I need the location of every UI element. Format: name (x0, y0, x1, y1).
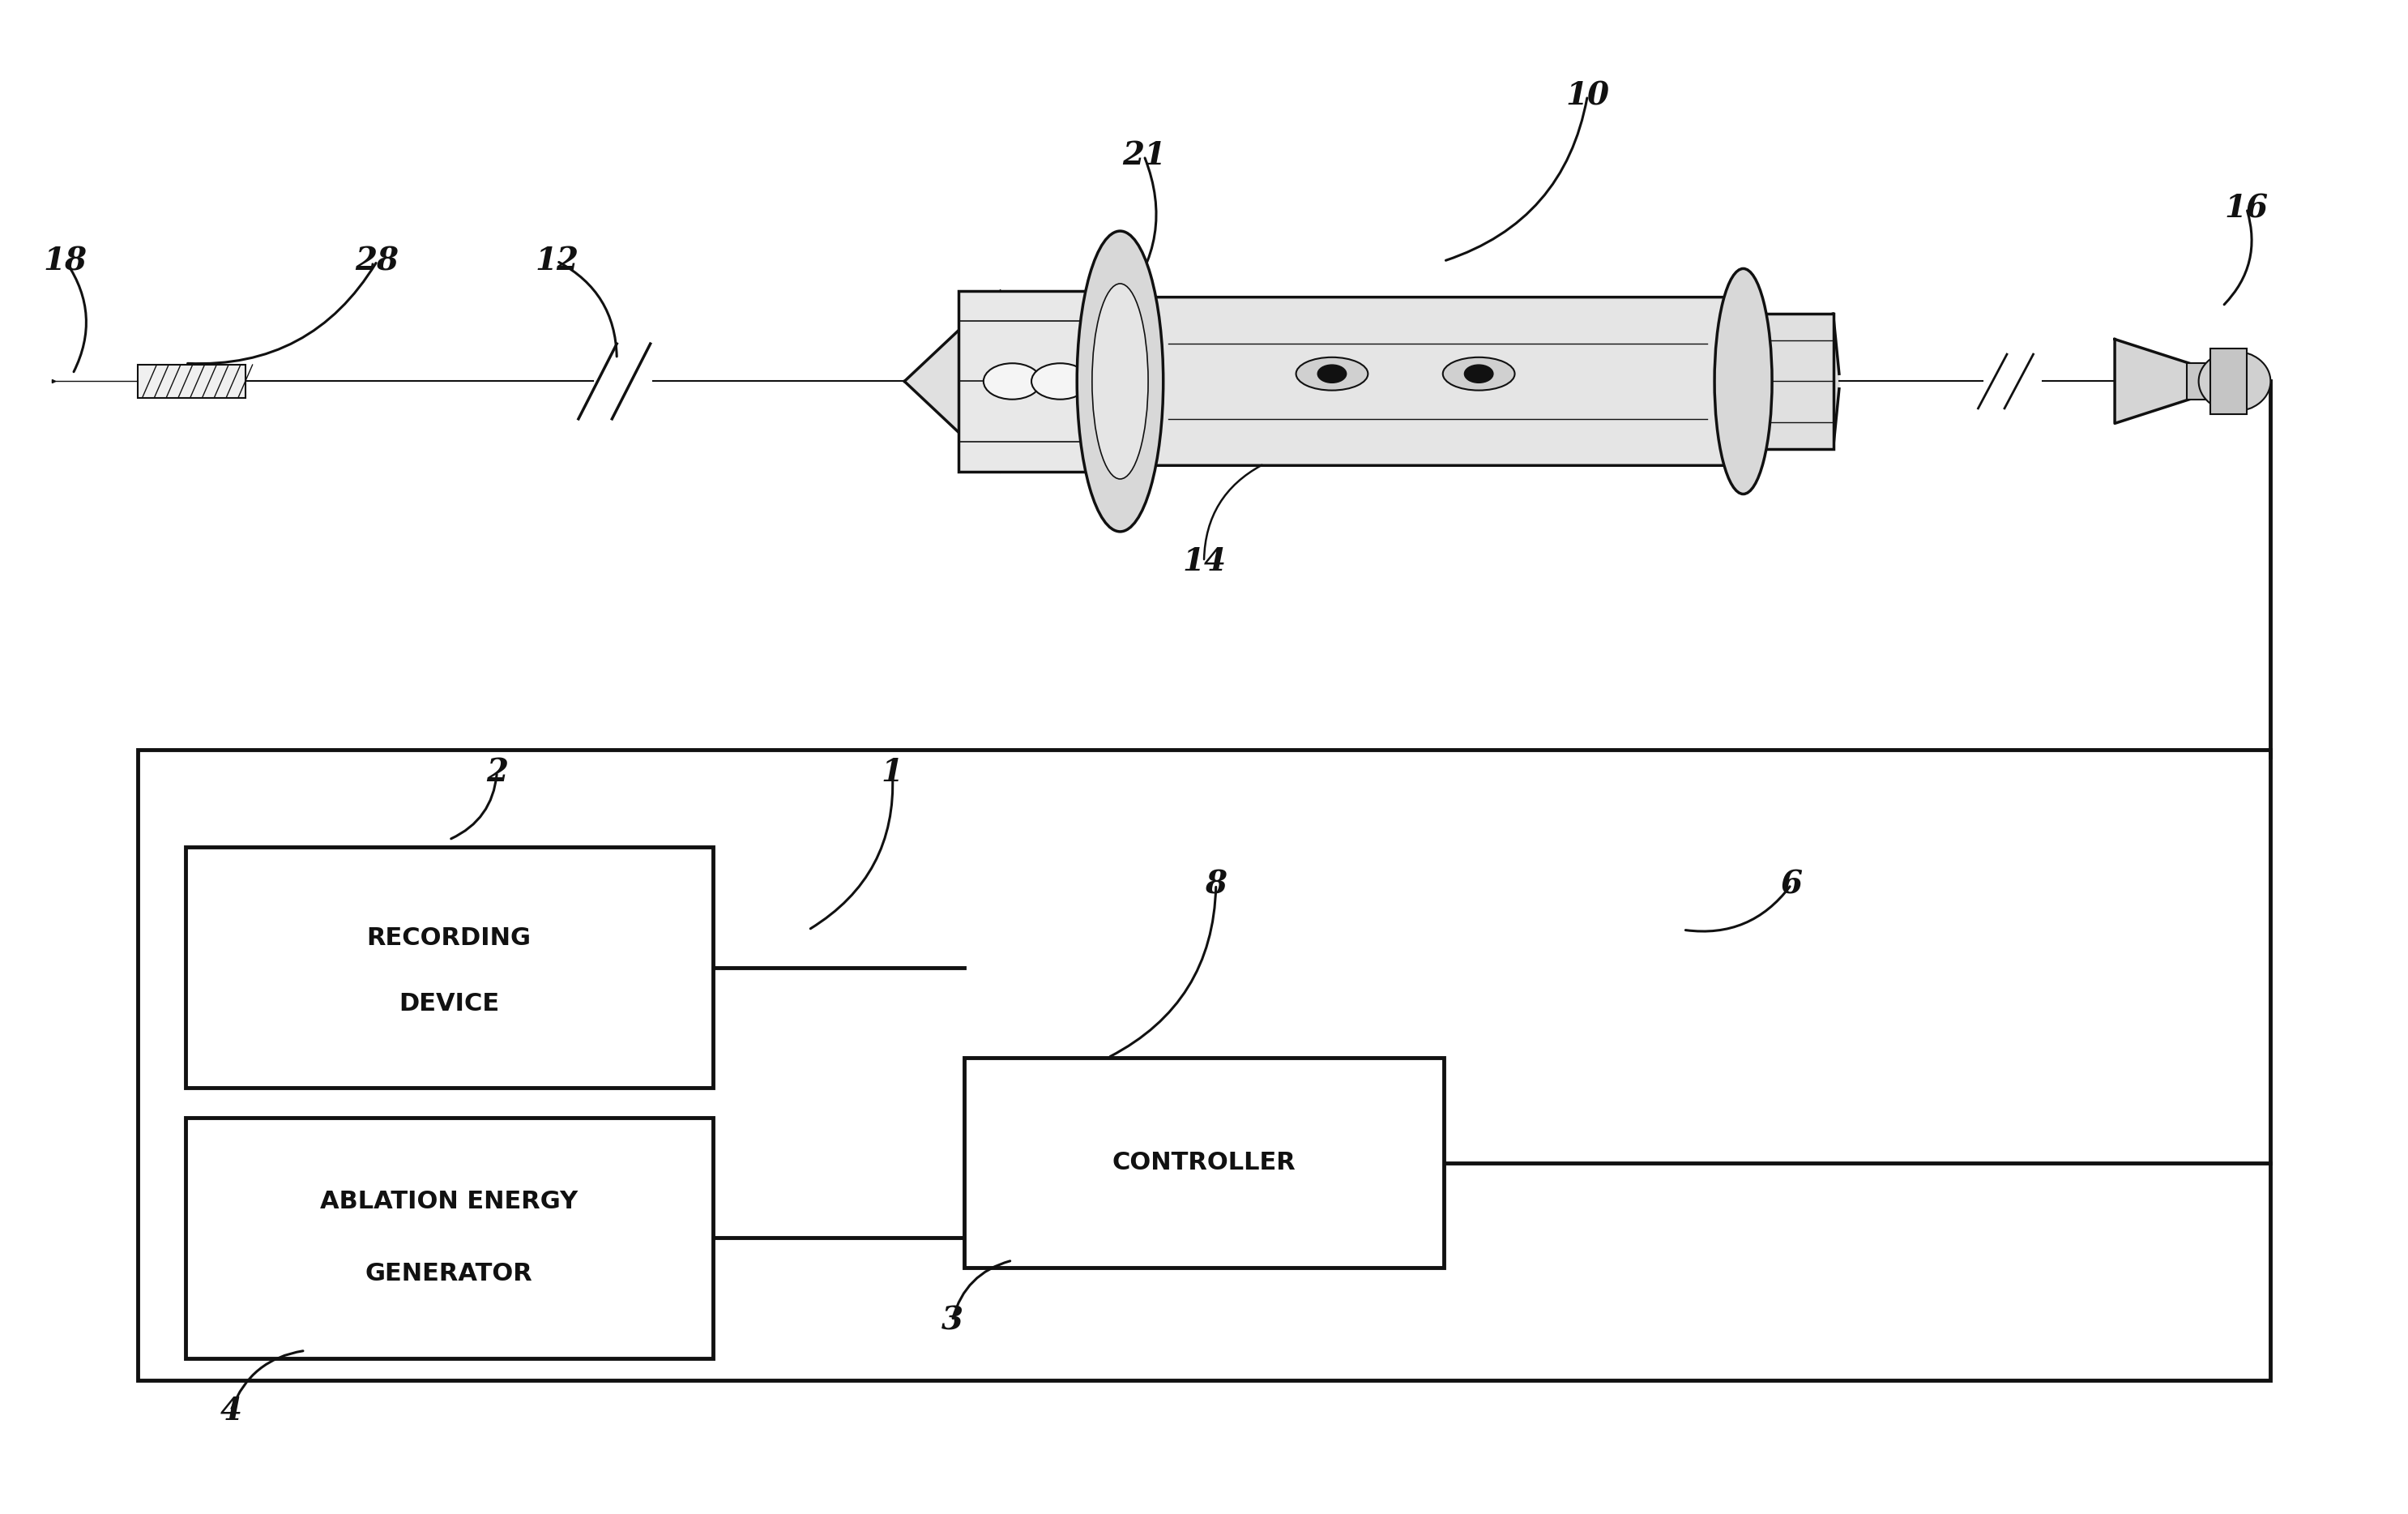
Text: 18: 18 (43, 245, 87, 277)
Text: 10: 10 (1565, 80, 1609, 111)
Text: 14: 14 (1182, 547, 1226, 577)
Bar (958, 291, 1115, 471)
Text: 6: 6 (1780, 869, 1801, 901)
Ellipse shape (1714, 268, 1772, 494)
Text: RECORDING: RECORDING (366, 927, 532, 951)
Bar (185, 848, 713, 1087)
Polygon shape (905, 291, 999, 471)
Text: 8: 8 (1204, 869, 1228, 901)
Ellipse shape (2199, 351, 2271, 412)
Bar (137, 365, 246, 398)
Text: 28: 28 (356, 245, 400, 277)
Bar (137, 749, 2271, 1381)
Text: 2: 2 (486, 757, 508, 787)
Bar (185, 1117, 713, 1358)
Circle shape (1464, 365, 1493, 383)
Text: ABLATION ENERGY: ABLATION ENERGY (320, 1190, 578, 1214)
Text: 4: 4 (219, 1396, 241, 1426)
Text: 16: 16 (2225, 194, 2268, 224)
Ellipse shape (1093, 283, 1149, 478)
Text: 3: 3 (942, 1305, 963, 1335)
Bar (1724, 313, 1832, 450)
Polygon shape (1832, 313, 1840, 450)
FancyBboxPatch shape (1129, 297, 1746, 465)
Text: 12: 12 (535, 245, 578, 277)
Bar (963, 1058, 1445, 1267)
Circle shape (1317, 365, 1346, 383)
Text: GENERATOR: GENERATOR (366, 1263, 532, 1285)
Text: CONTROLLER: CONTROLLER (1112, 1151, 1296, 1175)
Bar (2211, 348, 2247, 415)
Ellipse shape (1296, 357, 1368, 391)
Text: 21: 21 (1122, 141, 1165, 171)
Ellipse shape (1442, 357, 1515, 391)
Text: 1: 1 (881, 757, 903, 787)
Bar (2186, 363, 2215, 400)
Polygon shape (2114, 339, 2199, 424)
Ellipse shape (1076, 232, 1163, 531)
Text: DEVICE: DEVICE (400, 992, 498, 1016)
Circle shape (1031, 363, 1088, 400)
Circle shape (982, 363, 1040, 400)
